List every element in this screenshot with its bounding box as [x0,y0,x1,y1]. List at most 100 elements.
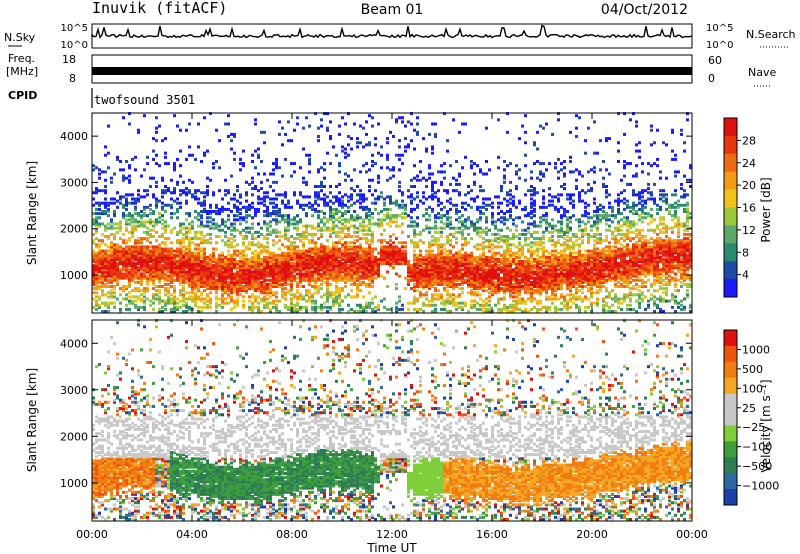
range-time-cell [461,235,464,238]
range-time-cell [446,293,449,297]
range-time-cell [182,297,185,301]
range-time-cell [338,270,341,274]
range-time-cell [377,218,380,222]
range-time-cell [206,210,209,213]
range-time-cell [245,276,248,280]
range-time-cell [275,282,278,286]
range-time-cell [356,303,359,307]
range-time-cell [134,295,137,299]
range-time-cell [377,251,380,255]
range-time-cell [503,212,506,216]
range-time-cell [125,207,128,211]
range-time-cell [110,268,113,272]
range-time-cell [392,201,395,205]
range-time-cell [257,251,260,255]
range-time-cell [104,191,107,195]
range-time-cell [359,255,362,259]
range-time-cell [470,164,473,168]
range-time-cell [242,260,245,263]
range-time-cell [269,268,272,272]
range-time-cell [161,253,164,257]
range-time-cell [428,264,431,268]
range-time-cell [254,262,257,266]
range-time-cell [491,253,494,257]
range-time-cell [293,226,296,230]
range-time-cell [458,220,461,224]
range-time-cell [215,280,218,284]
range-time-cell [140,278,143,282]
range-time-cell [152,264,155,268]
range-time-cell [275,214,278,218]
range-time-cell [170,230,173,234]
range-time-cell [404,137,407,141]
range-time-cell [242,289,245,293]
range-time-cell [470,268,473,272]
range-time-cell [311,239,314,243]
range-time-cell [107,303,110,307]
range-time-cell [386,253,389,257]
range-time-cell [494,220,497,224]
range-time-cell [143,262,146,266]
range-time-cell [323,301,326,305]
range-time-cell [179,264,182,268]
range-time-cell [185,226,188,230]
range-time-cell [245,285,248,288]
range-time-cell [338,289,341,293]
range-time-cell [497,232,500,236]
range-time-cell [491,247,494,251]
range-time-cell [131,232,134,236]
range-time-cell [161,257,164,261]
range-time-cell [143,247,146,251]
range-time-cell [179,230,182,234]
range-time-cell [305,214,308,218]
range-time-cell [317,260,320,263]
range-time-cell [401,203,404,207]
range-time-cell [371,237,374,241]
range-time-cell [209,276,212,280]
range-time-cell [377,266,380,270]
range-time-cell [485,257,488,261]
range-time-cell [284,214,287,218]
range-time-cell [350,282,353,286]
range-time-cell [431,180,434,184]
range-time-cell [359,197,362,201]
range-time-cell [257,274,260,278]
range-time-cell [500,237,503,241]
range-time-cell [458,210,461,213]
range-time-cell [260,180,263,184]
range-time-cell [476,220,479,224]
range-time-cell [197,214,200,218]
range-time-cell [128,239,131,243]
range-time-cell [506,282,509,286]
range-time-cell [269,232,272,236]
range-time-cell [413,289,416,293]
range-time-cell [299,270,302,274]
range-time-cell [362,282,365,286]
range-time-cell [227,122,230,126]
range-time-cell [305,180,308,184]
range-time-cell [164,241,167,245]
range-time-cell [476,268,479,272]
range-time-cell [497,301,500,305]
range-time-cell [449,276,452,280]
range-time-cell [323,305,326,309]
range-time-cell [500,270,503,274]
range-time-cell [395,262,398,266]
range-time-cell [164,266,167,270]
range-time-cell [383,228,386,232]
range-time-cell [449,270,452,274]
range-time-cell [173,303,176,307]
range-time-cell [443,287,446,291]
range-time-cell [506,310,509,313]
range-time-cell [158,245,161,249]
range-time-cell [191,180,194,184]
range-time-cell [530,232,533,236]
range-time-cell [275,276,278,280]
range-time-cell [464,155,467,159]
range-time-cell [455,212,458,216]
range-time-cell [197,289,200,293]
range-time-cell [179,268,182,272]
range-time-cell [113,212,116,216]
range-time-cell [452,299,455,303]
range-time-cell [326,203,329,207]
